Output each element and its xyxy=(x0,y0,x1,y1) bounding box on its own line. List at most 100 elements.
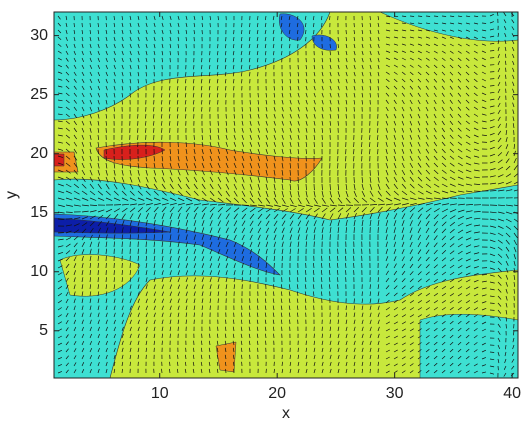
arrow xyxy=(129,207,136,213)
arrow xyxy=(81,127,85,133)
arrow xyxy=(65,211,73,213)
arrow xyxy=(313,354,316,360)
arrow xyxy=(409,141,413,147)
arrow xyxy=(113,22,116,28)
arrow xyxy=(201,22,203,28)
arrow xyxy=(153,340,156,346)
arrow xyxy=(353,64,356,70)
arrow xyxy=(497,32,499,38)
arrow xyxy=(321,127,324,133)
arrow xyxy=(177,197,185,202)
arrow xyxy=(449,29,455,32)
arrow xyxy=(409,256,414,262)
arrow xyxy=(441,348,446,353)
arrow xyxy=(201,241,205,248)
arrow xyxy=(385,22,391,25)
arrow xyxy=(248,36,251,42)
arrow xyxy=(304,291,307,297)
arrow xyxy=(409,292,414,297)
arrow xyxy=(297,208,304,213)
arrow xyxy=(305,234,308,241)
arrow xyxy=(297,220,302,227)
arrow xyxy=(393,220,397,227)
arrow xyxy=(273,368,275,374)
arrow xyxy=(441,15,447,17)
arrow xyxy=(193,29,195,35)
arrow xyxy=(209,197,216,202)
arrow xyxy=(153,248,156,255)
arrow xyxy=(305,368,308,374)
arrow xyxy=(161,319,164,325)
arrow xyxy=(105,234,108,241)
arrow xyxy=(473,314,478,318)
arrow xyxy=(433,85,437,90)
arrow xyxy=(329,78,332,84)
arrow xyxy=(209,220,213,227)
arrow xyxy=(481,92,487,96)
arrow xyxy=(169,148,171,155)
arrow xyxy=(465,120,470,125)
arrow xyxy=(393,234,396,241)
arrow xyxy=(313,57,315,63)
arrow xyxy=(353,183,356,191)
arrow xyxy=(289,319,291,325)
arrow xyxy=(465,92,470,97)
arrow xyxy=(57,190,65,194)
arrow xyxy=(185,248,188,255)
arrow xyxy=(81,92,85,98)
arrow xyxy=(281,162,284,169)
arrow xyxy=(361,183,364,190)
arrow xyxy=(65,204,73,207)
arrow xyxy=(105,22,108,28)
arrow xyxy=(65,141,71,146)
arrow xyxy=(329,15,331,21)
arrow xyxy=(209,155,213,162)
arrow xyxy=(97,148,100,155)
arrow xyxy=(401,92,405,97)
arrow xyxy=(369,291,372,297)
arrow xyxy=(425,113,429,119)
arrow xyxy=(385,78,390,82)
arrow xyxy=(497,166,504,171)
arrow xyxy=(73,369,77,374)
arrow xyxy=(337,312,339,318)
arrow xyxy=(345,255,347,262)
arrow xyxy=(481,64,486,68)
arrow xyxy=(73,176,79,182)
arrow xyxy=(177,326,179,332)
arrow xyxy=(185,197,193,202)
arrow xyxy=(65,155,71,160)
arrow xyxy=(241,312,243,318)
arrow xyxy=(481,274,487,276)
arrow xyxy=(105,78,108,84)
arrow xyxy=(512,88,515,94)
arrow xyxy=(217,277,220,283)
arrow xyxy=(457,215,464,220)
arrow xyxy=(305,78,308,84)
arrow xyxy=(280,291,283,297)
arrow xyxy=(137,354,139,360)
arrow xyxy=(449,36,454,40)
arrow xyxy=(409,29,415,32)
arrow xyxy=(369,212,373,220)
arrow xyxy=(505,165,511,171)
arrow xyxy=(217,248,221,255)
arrow xyxy=(353,312,356,318)
arrow xyxy=(289,106,292,112)
arrow xyxy=(145,241,147,248)
arrow xyxy=(177,169,181,176)
arrow xyxy=(265,340,267,346)
arrow xyxy=(249,227,254,234)
arrow xyxy=(217,92,219,98)
arrow xyxy=(249,99,251,105)
arrow xyxy=(329,340,332,346)
arrow xyxy=(425,370,430,374)
arrow xyxy=(169,197,177,202)
arrow xyxy=(512,74,515,80)
arrow xyxy=(393,263,397,269)
arrow xyxy=(193,277,197,283)
arrow xyxy=(145,120,147,126)
arrow xyxy=(417,92,421,97)
arrow xyxy=(169,176,174,183)
arrow xyxy=(217,263,221,269)
